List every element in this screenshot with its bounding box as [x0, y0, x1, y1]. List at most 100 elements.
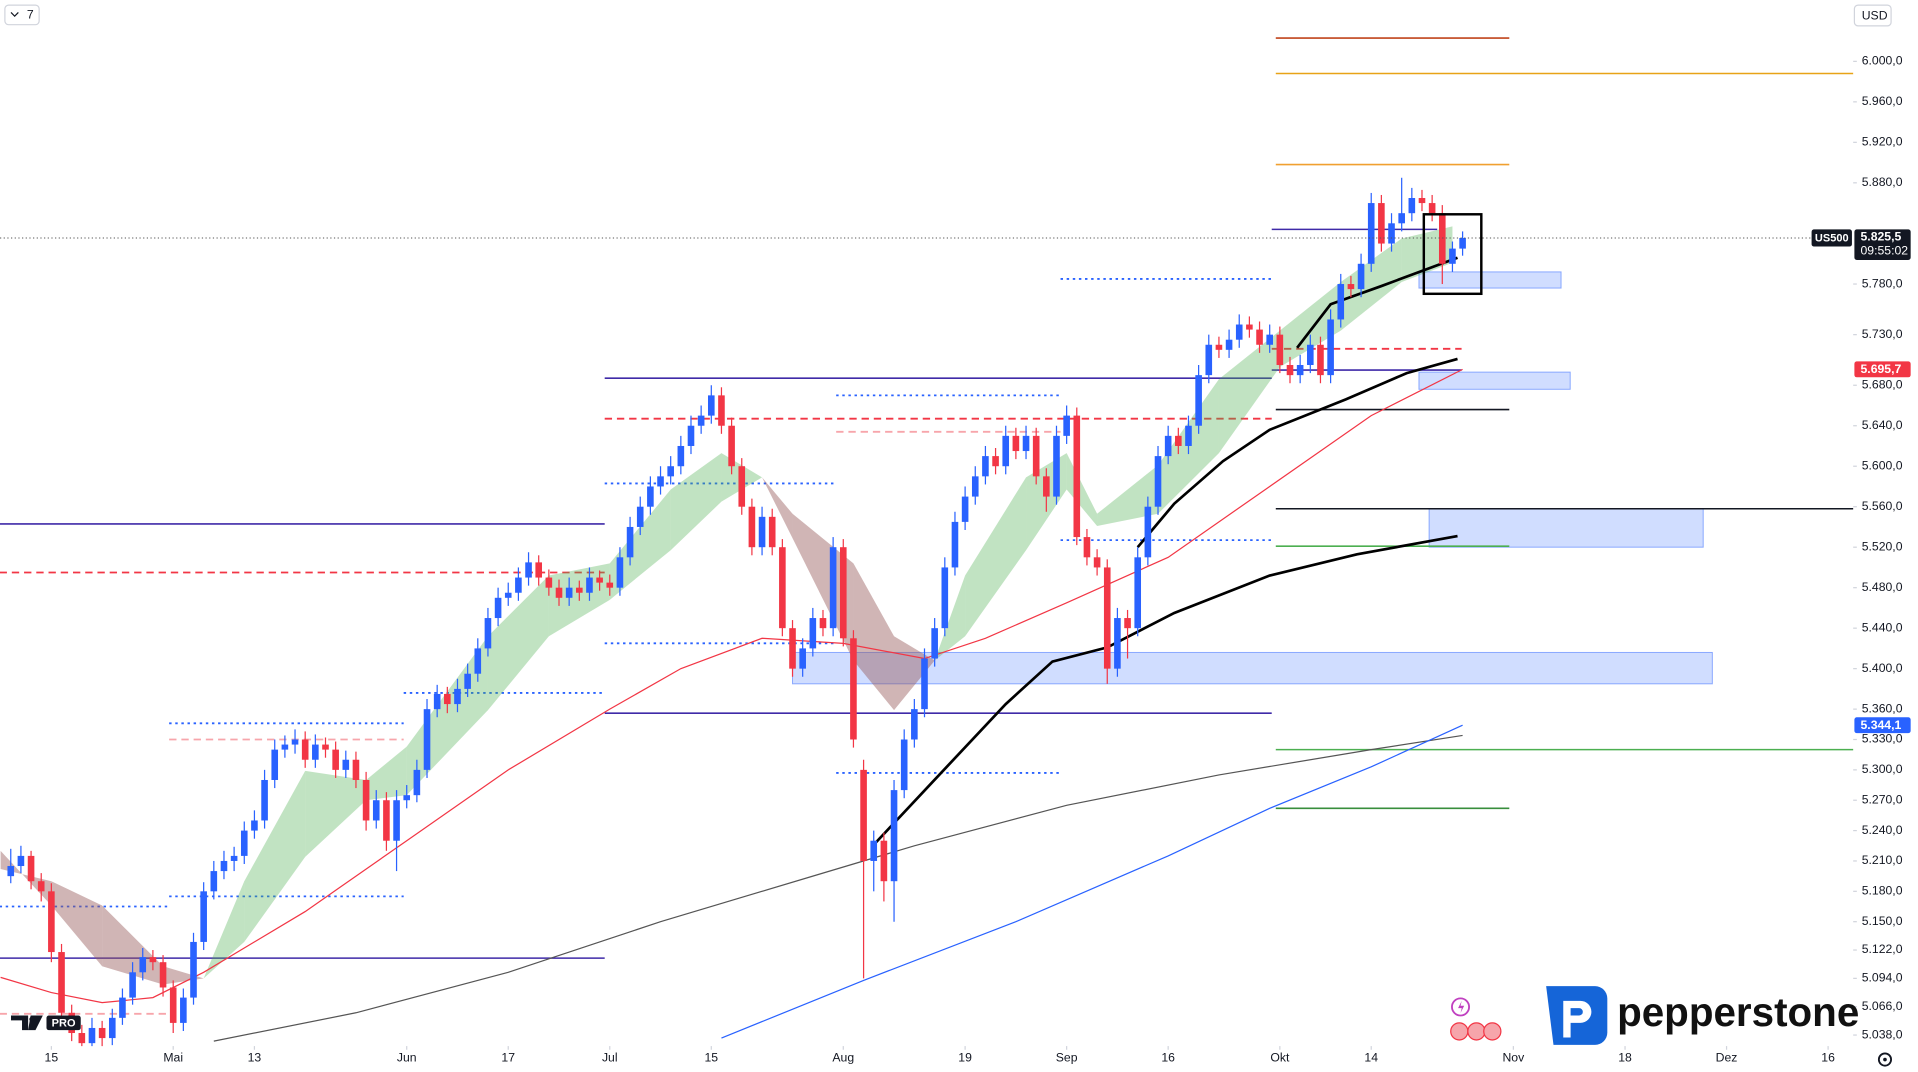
candle-body [362, 779, 370, 821]
candle-body [1093, 557, 1101, 568]
candle-body [1449, 248, 1456, 264]
candle-body [240, 830, 248, 856]
candle-body [535, 562, 543, 578]
candle-body [1256, 329, 1263, 345]
candle-body [1327, 319, 1334, 376]
y-tick-label: 5.180,0 [1862, 884, 1903, 898]
candle-body [1103, 567, 1111, 669]
candle-body [1185, 425, 1192, 446]
x-tick-label: Dez [1716, 1051, 1738, 1065]
candle-body [1388, 223, 1395, 244]
candle-body [58, 952, 65, 1013]
y-tick-label: 5.520,0 [1862, 539, 1903, 553]
axes: 6.000,0 5.960,0 5.920,0 5.880,0 5.780,0 5.730… [45, 54, 1911, 1065]
cloud-segment [487, 575, 549, 711]
candle-body [1276, 334, 1284, 366]
candle-body [230, 855, 238, 861]
candle-body [1307, 344, 1314, 366]
y-tick-label: 5.066,0 [1862, 999, 1903, 1013]
candle-body [1195, 375, 1202, 426]
settings-button[interactable] [1877, 1052, 1893, 1067]
event-icons [1450, 997, 1502, 1041]
cloud-segment [1218, 330, 1280, 454]
y-tick-label: 5.300,0 [1862, 762, 1903, 776]
candle-body [261, 779, 268, 821]
cloud-segment [762, 477, 793, 539]
currency-button[interactable]: USD [1853, 4, 1892, 27]
indicator-line [872, 534, 1458, 846]
candle-body [728, 425, 735, 467]
candle-body [1398, 213, 1405, 224]
cloud-segment [1066, 453, 1098, 526]
badge: PRO [52, 1017, 76, 1029]
candle-body [383, 800, 390, 841]
candle-body [108, 1017, 116, 1039]
y-tick-label: 5.640,0 [1862, 418, 1903, 432]
candle-body [951, 521, 959, 568]
candle-body [779, 547, 786, 629]
indicator-line [1136, 357, 1458, 549]
interval: 7 [27, 8, 34, 22]
candle-body [718, 395, 725, 426]
candle-body [393, 800, 400, 841]
currency: USD [1862, 8, 1888, 22]
candle-body [992, 456, 999, 467]
candle-body [413, 769, 421, 796]
candle-body [1347, 284, 1355, 290]
candle-body [474, 648, 482, 674]
x-tick-label: 17 [501, 1051, 515, 1065]
x-tick-label: 19 [958, 1051, 972, 1065]
candle-body [900, 739, 908, 791]
x-tick-label: 16 [1821, 1051, 1835, 1065]
candle-body [352, 759, 360, 780]
candle-body [707, 395, 715, 416]
candle-body [464, 673, 471, 689]
candle-body [88, 1027, 96, 1044]
candle-body [1083, 537, 1091, 558]
candle-body [454, 688, 461, 705]
candle-body [890, 790, 898, 882]
candle-body [1286, 365, 1294, 376]
candle-body [200, 891, 207, 942]
cloud-segment [670, 453, 722, 551]
candle-body [251, 820, 258, 831]
candle-body [1154, 456, 1162, 507]
y-tick-label: 5.360,0 [1862, 701, 1903, 715]
interval-button[interactable]: 7 [4, 4, 40, 26]
y-tick-label: 5.210,0 [1862, 853, 1903, 867]
candle-body [494, 597, 502, 619]
candle-body [291, 739, 299, 745]
highlight-box [1422, 213, 1483, 296]
x-tick-label: Nov [1502, 1051, 1525, 1065]
y-tick-label: 5.780,0 [1862, 276, 1903, 290]
candle-body [1073, 415, 1081, 538]
x-tick-label: 15 [45, 1051, 59, 1065]
x-tick-label: 16 [1161, 1051, 1175, 1065]
indicator-line [721, 724, 1463, 1039]
candle-body [1235, 324, 1243, 340]
zone [1428, 508, 1704, 548]
y-tick-label: 5.680,0 [1862, 377, 1903, 391]
candle-body [1337, 284, 1345, 320]
candle-body [129, 972, 136, 998]
x-tick-label: Sep [1056, 1051, 1078, 1065]
y-tick-label: 5.440,0 [1862, 620, 1903, 634]
candle-body [342, 759, 350, 770]
candle-body [403, 795, 411, 801]
candle-body [37, 881, 45, 892]
y-tick-label: 5.880,0 [1862, 175, 1903, 189]
candle-body [545, 577, 553, 588]
price-label-box [1854, 361, 1911, 378]
candle-body [799, 648, 806, 669]
cloud-segment [1340, 238, 1402, 331]
candle-body [1428, 203, 1436, 214]
x-tick-label: 18 [1618, 1051, 1632, 1065]
y-tick-label: 5.094,0 [1862, 971, 1903, 985]
candle-body [1175, 435, 1182, 446]
cloud-segment [203, 881, 245, 979]
candle-body [525, 562, 532, 578]
candle-body [971, 476, 979, 497]
candle-body [322, 744, 329, 750]
candle-body [586, 577, 593, 593]
